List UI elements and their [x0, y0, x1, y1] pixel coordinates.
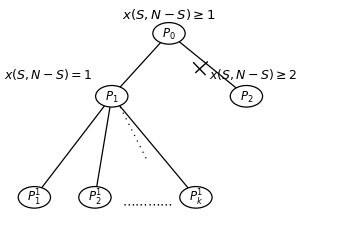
- Circle shape: [180, 187, 212, 208]
- Circle shape: [79, 187, 111, 208]
- Text: $\cdots\cdots\cdots\cdots$: $\cdots\cdots\cdots\cdots$: [122, 197, 172, 209]
- Circle shape: [96, 86, 128, 108]
- Text: $P_k^1$: $P_k^1$: [189, 187, 203, 207]
- Circle shape: [18, 187, 50, 208]
- Text: $P_2^1$: $P_2^1$: [88, 187, 102, 207]
- Circle shape: [153, 23, 185, 45]
- Text: $x(S, N-S) \geq 2$: $x(S, N-S) \geq 2$: [210, 67, 298, 82]
- Text: $P_0$: $P_0$: [162, 27, 176, 42]
- Text: $P_1$: $P_1$: [105, 89, 119, 104]
- Text: $x(S, N-S) \geq 1$: $x(S, N-S) \geq 1$: [122, 7, 216, 22]
- Text: $P_2$: $P_2$: [240, 89, 253, 104]
- Text: $x(S, N-S) = 1$: $x(S, N-S) = 1$: [4, 67, 93, 82]
- Circle shape: [230, 86, 263, 108]
- Text: $P_1^1$: $P_1^1$: [27, 187, 42, 207]
